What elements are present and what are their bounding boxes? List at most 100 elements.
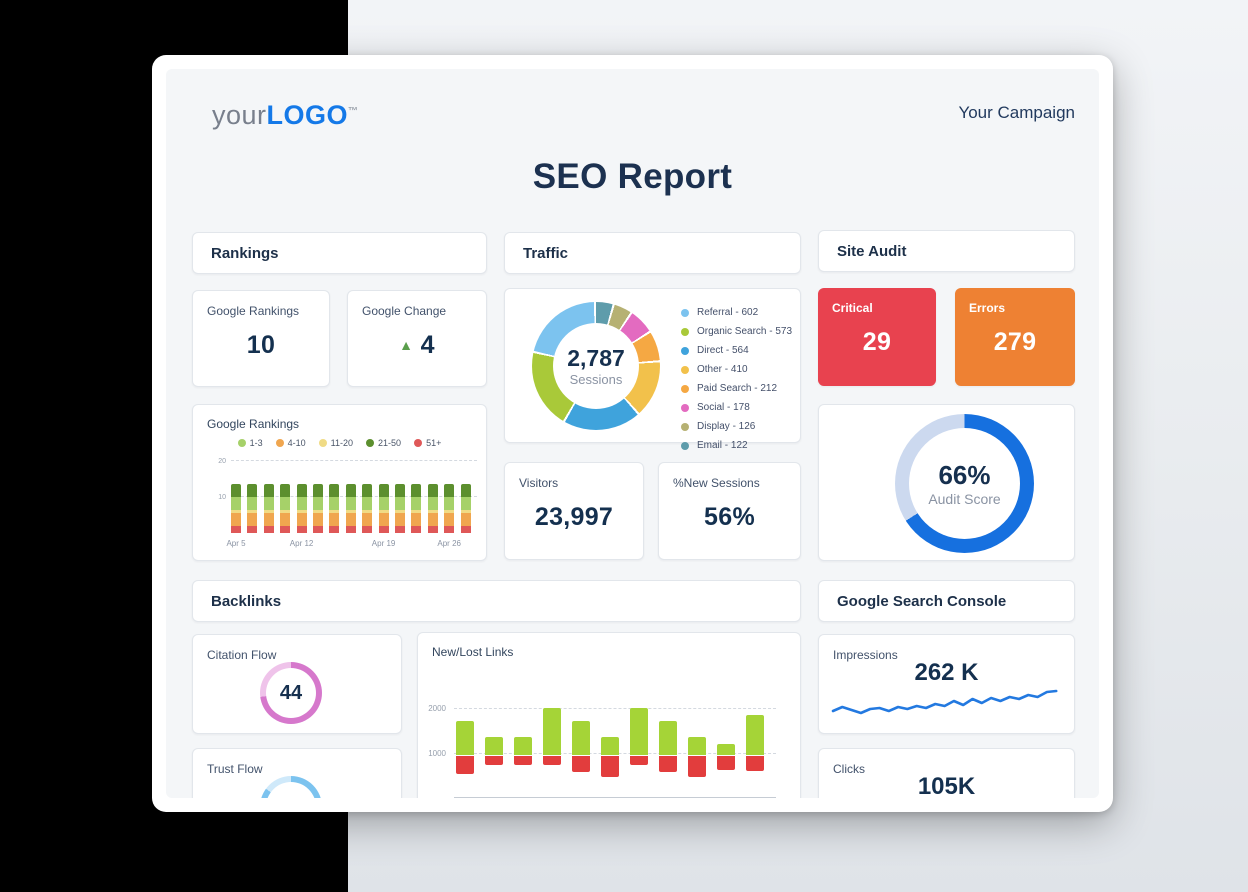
errors-label: Errors bbox=[969, 301, 1006, 315]
critical-value: 29 bbox=[862, 328, 892, 356]
clicks-label: Clicks bbox=[833, 762, 865, 776]
google-rankings-chart-card: Google Rankings 1-3 4-10 11-20 21-50 51+ 10 2… bbox=[192, 404, 487, 561]
rankings-bar bbox=[231, 483, 241, 533]
citation-flow-gauge: 44 bbox=[260, 662, 322, 724]
rankings-legend-item: 4-10 bbox=[275, 438, 306, 448]
rankings-bar bbox=[427, 483, 438, 533]
logo-brand: LOGO bbox=[266, 100, 349, 130]
lost-links-bar bbox=[485, 756, 503, 766]
section-header-site-audit: Site Audit bbox=[818, 230, 1075, 272]
new-links-bar bbox=[601, 737, 619, 756]
new-links-bar bbox=[543, 708, 561, 756]
logo-trademark: ™ bbox=[348, 106, 359, 117]
traffic-legend-item: Email - 122 bbox=[681, 436, 792, 455]
impressions-label: Impressions bbox=[833, 648, 898, 662]
traffic-sources-card: 2,787 Sessions Referral - 602 Organic Sea… bbox=[504, 288, 801, 451]
traffic-legend-item: Social - 178 bbox=[681, 398, 792, 417]
rankings-bar bbox=[411, 483, 422, 533]
rankings-bar bbox=[296, 483, 307, 533]
audit-score-label: Audit Score bbox=[928, 491, 1001, 507]
rankings-bar bbox=[378, 483, 389, 533]
impressions-value: 262 K bbox=[914, 659, 979, 686]
report-panel: yourLOGO™ Your Campaign SEO Report Ranki… bbox=[166, 69, 1099, 798]
google-change-card: Google Change ▲ 4 bbox=[347, 290, 487, 387]
lost-links-bar bbox=[630, 756, 648, 766]
new-links-bar bbox=[572, 720, 590, 756]
rankings-bar bbox=[362, 483, 373, 533]
new-links-bar bbox=[456, 720, 474, 756]
impressions-card: Impressions 262 K bbox=[818, 634, 1075, 734]
rankings-bar bbox=[263, 483, 274, 533]
section-header-rankings: Rankings bbox=[192, 232, 487, 274]
lost-links-bar bbox=[659, 756, 677, 772]
new-links-bar bbox=[717, 744, 735, 756]
citation-flow-value: 44 bbox=[279, 681, 303, 704]
rankings-legend-item: 51+ bbox=[414, 438, 441, 448]
lost-links-bar bbox=[601, 756, 619, 778]
google-change-label: Google Change bbox=[362, 304, 447, 318]
google-rankings-card: Google Rankings 10 bbox=[192, 290, 330, 387]
traffic-legend-item: Referral - 602 bbox=[681, 303, 792, 322]
logo: yourLOGO™ bbox=[212, 100, 359, 131]
rankings-bar bbox=[395, 483, 405, 533]
new-sessions-value: 56% bbox=[704, 503, 755, 531]
rankings-chart-legend: 1-3 4-10 11-20 21-50 51+ bbox=[193, 438, 486, 448]
section-header-backlinks: Backlinks bbox=[192, 580, 801, 622]
new-links-bar bbox=[485, 737, 503, 756]
rankings-bar bbox=[280, 483, 291, 533]
rankings-chart-title: Google Rankings bbox=[207, 417, 300, 431]
audit-score-card: 66% Audit Score bbox=[818, 404, 1075, 561]
clicks-value: 105K bbox=[917, 773, 976, 798]
citation-flow-card: Citation Flow 44 bbox=[192, 634, 402, 734]
lost-links-bar bbox=[543, 756, 561, 766]
lost-links-bar bbox=[514, 756, 532, 766]
visitors-value: 23,997 bbox=[534, 503, 614, 531]
lost-links-bar bbox=[717, 756, 735, 770]
traffic-legend: Referral - 602 Organic Search - 573 Direct… bbox=[681, 303, 792, 455]
traffic-donut-chart: 2,787 Sessions bbox=[532, 302, 660, 430]
rankings-bar bbox=[444, 483, 455, 533]
rankings-legend-item: 11-20 bbox=[318, 438, 353, 448]
visitors-label: Visitors bbox=[519, 476, 559, 490]
google-rankings-label: Google Rankings bbox=[207, 304, 300, 318]
rankings-legend-item: 1-3 bbox=[237, 438, 263, 448]
critical-tile: Critical 29 bbox=[818, 288, 936, 386]
lost-links-bar bbox=[688, 756, 706, 778]
rankings-bar bbox=[313, 483, 323, 533]
new-sessions-label: %New Sessions bbox=[673, 476, 760, 490]
rankings-chart: 10 20 Apr 5 Apr 12 Apr 19 Apr 26 bbox=[218, 454, 477, 548]
rankings-legend-item: 21-50 bbox=[366, 438, 401, 448]
lost-links-bar bbox=[746, 756, 764, 772]
rankings-bar bbox=[460, 483, 471, 533]
rankings-bar bbox=[345, 483, 356, 533]
new-lost-links-title: New/Lost Links bbox=[432, 645, 514, 659]
new-lost-links-card: New/Lost Links 1000 2000 bbox=[417, 632, 801, 798]
new-sessions-card: %New Sessions 56% bbox=[658, 462, 801, 560]
logo-prefix: your bbox=[212, 100, 267, 130]
traffic-legend-item: Direct - 564 bbox=[681, 341, 792, 360]
traffic-legend-item: Paid Search - 212 bbox=[681, 379, 792, 398]
sessions-value: 2,787 bbox=[567, 345, 625, 371]
impressions-sparkline bbox=[831, 689, 1058, 715]
new-links-bar bbox=[659, 720, 677, 756]
trust-flow-gauge bbox=[260, 776, 322, 798]
new-links-bar bbox=[514, 737, 532, 756]
critical-label: Critical bbox=[832, 301, 873, 315]
new-lost-links-chart: 1000 2000 bbox=[428, 704, 776, 798]
traffic-legend-item: Organic Search - 573 bbox=[681, 322, 792, 341]
lost-links-bar bbox=[456, 756, 474, 775]
sessions-label: Sessions bbox=[569, 372, 623, 387]
new-links-bar bbox=[630, 708, 648, 756]
traffic-legend-item: Other - 410 bbox=[681, 360, 792, 379]
errors-value: 279 bbox=[993, 328, 1037, 356]
citation-flow-label: Citation Flow bbox=[207, 648, 277, 662]
errors-tile: Errors 279 bbox=[955, 288, 1075, 386]
clicks-card: Clicks 105K bbox=[818, 748, 1075, 798]
rankings-bar bbox=[329, 483, 340, 533]
lost-links-bar bbox=[572, 756, 590, 772]
google-change-value: ▲ 4 bbox=[399, 331, 435, 359]
trust-flow-label: Trust Flow bbox=[207, 762, 263, 776]
page-title: SEO Report bbox=[532, 157, 733, 196]
report-window: yourLOGO™ Your Campaign SEO Report Ranki… bbox=[152, 55, 1113, 812]
up-arrow-icon: ▲ bbox=[399, 337, 414, 353]
